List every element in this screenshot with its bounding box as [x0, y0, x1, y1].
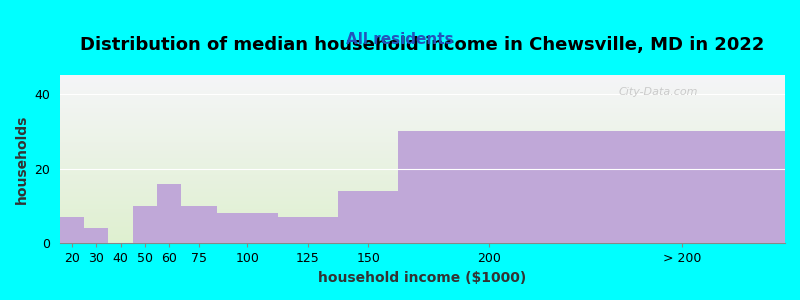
Bar — [84, 228, 109, 243]
Bar — [181, 206, 218, 243]
Bar — [580, 131, 785, 243]
Bar — [338, 191, 398, 243]
Bar — [133, 206, 157, 243]
Bar — [278, 217, 338, 243]
Bar — [157, 184, 181, 243]
Y-axis label: households: households — [15, 115, 29, 204]
Title: Distribution of median household income in Chewsville, MD in 2022: Distribution of median household income … — [80, 36, 765, 54]
Bar — [398, 131, 580, 243]
X-axis label: household income ($1000): household income ($1000) — [318, 271, 526, 285]
Text: City-Data.com: City-Data.com — [618, 87, 698, 97]
Bar — [218, 214, 278, 243]
Text: All residents: All residents — [346, 32, 454, 46]
Bar — [60, 217, 84, 243]
